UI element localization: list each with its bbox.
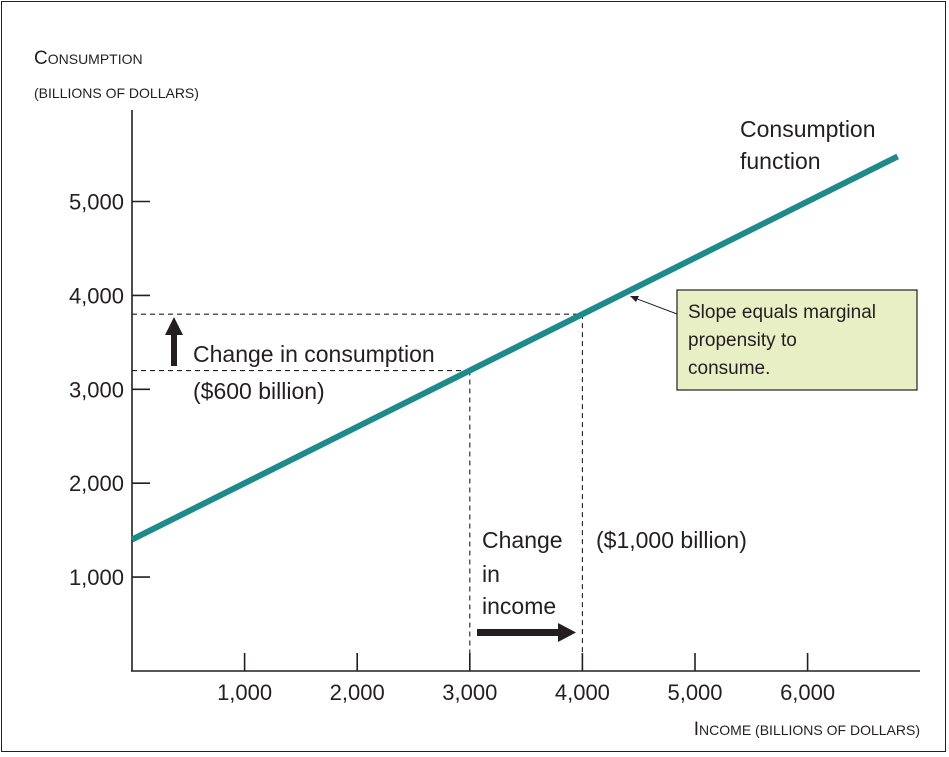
- x-tick-label: 2,000: [330, 680, 385, 705]
- callout-line-3: consume.: [688, 358, 770, 379]
- up-arrow-icon: [165, 317, 183, 366]
- guide-lines: [132, 313, 583, 671]
- x-tick-label: 4,000: [555, 680, 610, 705]
- y-ticks: 1,000 2,000 3,000 4,000 5,000: [69, 190, 150, 590]
- x-axis-title-word-rest: NCOME: [699, 722, 751, 738]
- series-label-line-1: Consumption: [740, 116, 876, 142]
- callout-pointer-arrowhead: [630, 296, 639, 302]
- y-axis-title-rest: ONSUMPTION: [48, 51, 143, 67]
- x-ticks: 1,000 2,000 3,000 4,000 5,000 6,000: [217, 653, 835, 705]
- income-change-label-line-1: Change: [482, 527, 563, 553]
- y-tick-label: 1,000: [69, 565, 124, 590]
- income-change-label-line-3: income: [482, 593, 556, 619]
- callout-line-2: propensity to: [688, 330, 797, 351]
- series-label-line-2: function: [740, 148, 821, 174]
- consumption-function-line: [130, 153, 900, 543]
- x-tick-label: 6,000: [780, 680, 835, 705]
- x-axis-title-unit: (BILLIONS OF DOLLARS): [751, 722, 920, 738]
- callout-box: [676, 289, 918, 391]
- income-change-label-line-2: in: [482, 561, 500, 587]
- x-axis-title: INCOME (BILLIONS OF DOLLARS): [694, 719, 920, 740]
- x-axis-title-initial: I: [694, 719, 699, 740]
- callout-line-1: Slope equals marginal: [688, 302, 876, 323]
- income-change-amount: ($1,000 billion): [596, 527, 747, 553]
- callout-pointer: [631, 296, 678, 315]
- x-tick-label: 3,000: [442, 680, 497, 705]
- slope-callout: Slope equals marginal propensity to cons…: [630, 289, 918, 391]
- consumption-change-label: Change in consumption: [193, 341, 435, 367]
- y-axis-title-initial: C: [34, 48, 48, 69]
- y-tick-label: 2,000: [69, 471, 124, 496]
- y-tick-label: 4,000: [69, 283, 124, 308]
- y-tick-label: 5,000: [69, 190, 124, 215]
- x-tick-label: 1,000: [217, 680, 272, 705]
- x-tick-label: 5,000: [667, 680, 722, 705]
- y-axis-unit-label: (BILLIONS OF DOLLARS): [34, 85, 199, 101]
- y-axis-title: CONSUMPTION: [34, 48, 143, 69]
- y-tick-label: 3,000: [69, 377, 124, 402]
- consumption-change-amount: ($600 billion): [193, 378, 325, 404]
- right-arrow-icon: [477, 623, 576, 642]
